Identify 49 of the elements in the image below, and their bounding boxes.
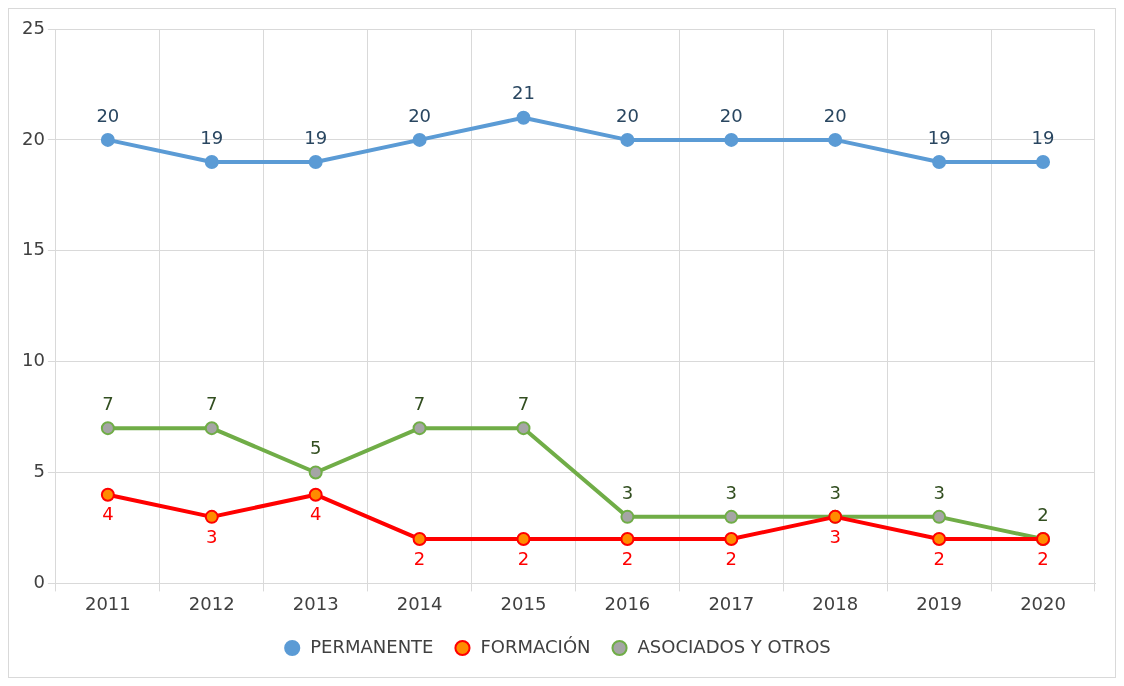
y-tick-label: 5 (33, 460, 45, 482)
data-label: 19 (304, 126, 328, 148)
legend-label: ASOCIADOS Y OTROS (637, 635, 831, 657)
data-label: 2 (413, 547, 426, 569)
data-label: 19 (927, 126, 951, 148)
data-label: 3 (206, 525, 218, 547)
data-label: 20 (96, 104, 120, 126)
data-label: 2 (933, 547, 945, 569)
data-label: 7 (413, 392, 426, 414)
data-label: 2 (517, 547, 530, 569)
x-tick-label: 2014 (396, 592, 443, 614)
data-label: 20 (823, 104, 847, 126)
data-label: 4 (309, 503, 322, 525)
data-label: 2 (1037, 547, 1049, 569)
data-label: 2 (725, 547, 738, 569)
data-label: 3 (829, 481, 841, 503)
y-tick-label: 15 (22, 238, 45, 260)
x-tick-label: 2017 (708, 592, 755, 614)
legend-label: FORMACIÓN (480, 635, 591, 657)
x-tick-label: 2012 (188, 592, 235, 614)
data-label: 5 (309, 437, 322, 459)
data-label: 3 (933, 481, 945, 503)
data-label: 4 (102, 503, 114, 525)
x-tick-label: 2013 (292, 592, 339, 614)
x-tick-label: 2019 (916, 592, 963, 614)
x-tick-label: 2018 (812, 592, 859, 614)
data-label: 20 (719, 104, 743, 126)
legend-label: PERMANENTE (310, 635, 434, 657)
data-label: 21 (512, 82, 535, 104)
data-label: 20 (615, 104, 639, 126)
data-label: 2 (621, 547, 634, 569)
data-label: 3 (829, 525, 841, 547)
data-label: 2 (1037, 503, 1049, 525)
y-tick-label: 0 (33, 571, 45, 593)
data-label: 3 (725, 481, 738, 503)
x-tick-label: 2011 (84, 592, 131, 614)
data-label: 3 (621, 481, 634, 503)
data-label: 20 (408, 104, 432, 126)
x-tick-label: 2016 (604, 592, 651, 614)
data-label: 19 (200, 126, 224, 148)
data-label: 7 (206, 392, 218, 414)
data-label: 7 (517, 392, 530, 414)
y-tick-label: 10 (22, 349, 45, 371)
y-tick-label: 20 (22, 127, 45, 149)
data-label: 7 (102, 392, 114, 414)
data-label: 19 (1031, 126, 1055, 148)
x-tick-label: 2015 (500, 592, 547, 614)
x-tick-label: 2020 (1020, 592, 1066, 614)
y-tick-label: 25 (22, 16, 45, 38)
